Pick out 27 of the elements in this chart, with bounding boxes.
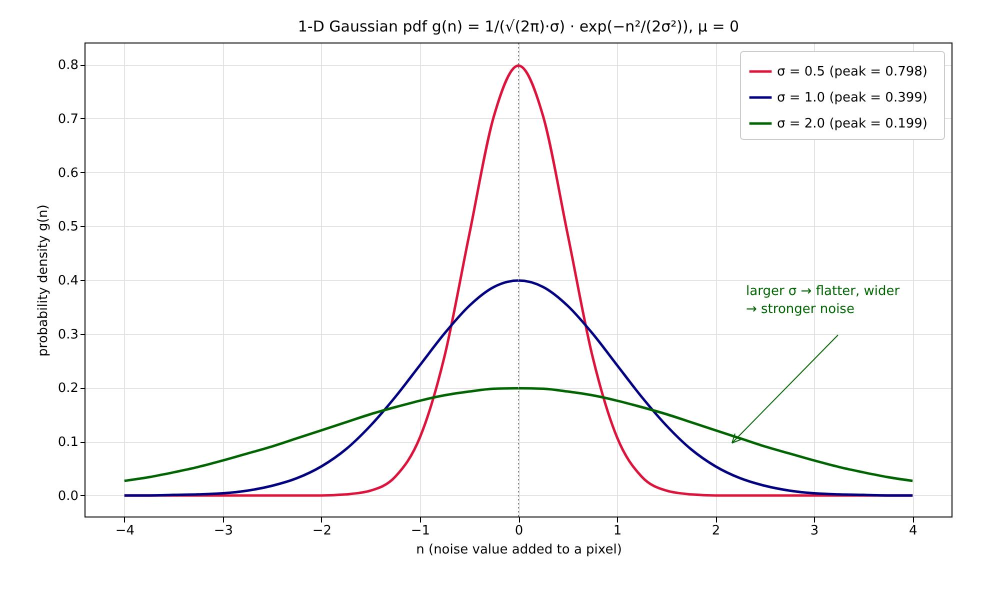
y-tick-label: 0.3: [58, 327, 78, 342]
x-tick-label: 3: [810, 524, 819, 538]
annotation: larger σ → flatter, wider → stronger noise: [746, 284, 900, 317]
legend-label: σ = 0.5 (peak = 0.798): [777, 64, 928, 80]
y-tick-label: 0.0: [58, 488, 78, 504]
x-tick-label: 1: [613, 524, 622, 538]
x-axis-title: n (noise value added to a pixel): [416, 542, 622, 558]
y-tick-label: 0.8: [58, 58, 78, 74]
y-tick-label: 0.1: [58, 435, 78, 450]
y-tick-label: 0.6: [58, 166, 78, 181]
legend-label: σ = 1.0 (peak = 0.399): [777, 90, 928, 106]
x-tick-label: 0: [514, 524, 524, 538]
line-series: [123, 279, 914, 497]
x-tick-label: 2: [712, 524, 720, 538]
chart-title: 1-D Gaussian pdf g(n) = 1/(√(2π)·σ) · exp(−n²/(2σ²)), μ = 0: [298, 18, 740, 36]
legend-label: σ = 2.0 (peak = 0.199): [777, 116, 928, 132]
x-tick-label: −4: [115, 524, 134, 538]
y-tick-label: 0.7: [58, 112, 78, 127]
y-tick-label: 0.4: [58, 274, 78, 288]
x-tick-label: −1: [410, 524, 430, 538]
line-series: [123, 387, 914, 482]
x-tick-label: 4: [908, 524, 918, 538]
x-tick-label: −2: [312, 524, 332, 538]
y-tick-label: 0.5: [58, 220, 78, 235]
y-tick-label: 0.2: [58, 381, 78, 396]
y-axis-title: probability density g(n): [36, 204, 51, 356]
x-tick-label: −3: [214, 524, 234, 538]
